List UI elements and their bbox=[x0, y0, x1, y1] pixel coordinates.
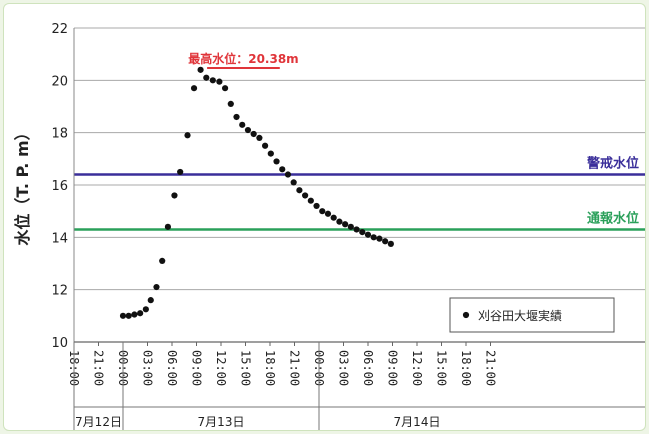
data-point bbox=[244, 126, 252, 134]
data-point bbox=[159, 257, 166, 264]
data-point bbox=[142, 306, 149, 313]
data-point bbox=[307, 197, 314, 204]
data-point bbox=[177, 168, 184, 176]
data-point bbox=[376, 235, 383, 242]
data-point bbox=[359, 229, 366, 236]
data-point bbox=[119, 312, 127, 319]
y-tick-label: 12 bbox=[51, 284, 68, 299]
data-point bbox=[147, 297, 154, 304]
date-label: 7月12日 bbox=[75, 415, 122, 429]
y-tick-label: 18 bbox=[51, 127, 68, 142]
x-tick-label: 03:00 bbox=[337, 350, 351, 386]
x-tick-label: 03:00 bbox=[141, 350, 155, 386]
data-point bbox=[302, 192, 309, 199]
data-point bbox=[197, 66, 204, 73]
data-point bbox=[319, 208, 326, 215]
data-point bbox=[347, 223, 354, 230]
y-tick-label: 10 bbox=[51, 336, 68, 351]
data-point bbox=[342, 221, 349, 228]
chart-frame: 警戒水位 通報水位 10 12 14 16 18 20 22 18:00 21:00 00:00 03… bbox=[3, 3, 646, 431]
data-point bbox=[171, 192, 178, 199]
data-point bbox=[267, 150, 274, 157]
legend-label: 刈谷田大堰実績 bbox=[478, 308, 562, 323]
data-point bbox=[203, 74, 210, 81]
x-tick-label: 09:00 bbox=[190, 350, 204, 386]
x-tick-label: 21:00 bbox=[92, 350, 106, 386]
y-axis-label: 水位（T. P. m） bbox=[13, 124, 32, 245]
data-point bbox=[137, 310, 144, 317]
data-point bbox=[164, 223, 172, 230]
x-tick-label: 21:00 bbox=[484, 350, 498, 386]
y-tick-label: 20 bbox=[51, 74, 68, 89]
data-point bbox=[221, 85, 229, 92]
data-point bbox=[296, 187, 303, 194]
data-point bbox=[262, 142, 269, 149]
x-tick-label: 18:00 bbox=[263, 350, 277, 386]
y-tick-label: 14 bbox=[51, 231, 68, 246]
data-point bbox=[190, 85, 198, 92]
data-point bbox=[279, 166, 286, 173]
x-tick-label: 18:00 bbox=[459, 350, 473, 386]
data-point bbox=[364, 231, 372, 238]
data-point bbox=[370, 234, 377, 241]
data-point bbox=[290, 179, 297, 186]
data-point bbox=[256, 134, 263, 141]
data-point bbox=[313, 202, 320, 210]
data-point bbox=[284, 171, 292, 178]
x-tick-label: 15:00 bbox=[239, 350, 253, 386]
data-point bbox=[216, 78, 223, 85]
x-tick-label: 21:00 bbox=[288, 350, 302, 386]
reference-line-label: 通報水位 bbox=[587, 210, 639, 226]
data-point bbox=[233, 113, 240, 121]
x-tick-label: 06:00 bbox=[361, 350, 375, 386]
data-point bbox=[382, 238, 389, 245]
data-point bbox=[125, 312, 132, 319]
y-tick-label: 22 bbox=[51, 22, 68, 37]
data-point bbox=[239, 121, 246, 128]
x-tick-label: 12:00 bbox=[410, 350, 424, 386]
peak-annotation-label: 最高水位：20.38m bbox=[188, 51, 298, 66]
data-point bbox=[353, 226, 360, 233]
data-point bbox=[209, 77, 216, 84]
data-point bbox=[336, 218, 343, 225]
data-point bbox=[250, 130, 257, 138]
x-tick-label: 06:00 bbox=[165, 350, 179, 386]
data-point bbox=[131, 311, 138, 318]
data-point bbox=[273, 158, 280, 165]
x-tick-label: 09:00 bbox=[386, 350, 400, 386]
date-label: 7月13日 bbox=[198, 415, 245, 429]
date-label: 7月14日 bbox=[394, 415, 441, 429]
legend-marker bbox=[462, 311, 470, 319]
data-point bbox=[184, 132, 191, 139]
data-point bbox=[387, 240, 394, 247]
x-tick-label: 12:00 bbox=[214, 350, 228, 386]
reference-line-label: 警戒水位 bbox=[587, 156, 639, 172]
data-point bbox=[153, 283, 160, 291]
y-tick-label: 16 bbox=[51, 179, 68, 194]
data-point bbox=[330, 214, 337, 221]
legend-box bbox=[449, 297, 615, 333]
data-point bbox=[227, 100, 234, 107]
x-tick-label: 15:00 bbox=[435, 350, 449, 386]
data-point bbox=[324, 210, 332, 217]
